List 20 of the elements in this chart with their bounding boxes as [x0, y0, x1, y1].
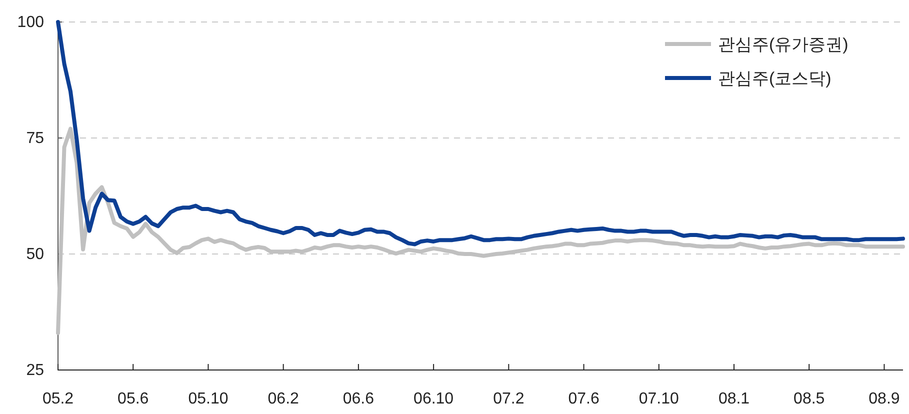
- y-tick-label: 25: [26, 362, 44, 380]
- x-tick-label: 07.6: [568, 390, 600, 408]
- line-series: [56, 20, 905, 246]
- legend-label: 관심주(코스닥): [718, 69, 832, 88]
- x-tick-label: 05.2: [42, 390, 74, 408]
- x-tick-label: 08.9: [868, 390, 900, 408]
- y-tick-label: 50: [26, 246, 44, 264]
- x-tick-label: 07.10: [638, 390, 680, 408]
- x-tick-label: 05.10: [188, 390, 228, 408]
- x-tick-label: 05.6: [118, 390, 149, 408]
- legend-label: 관심주(유가증권): [718, 35, 848, 54]
- line-series: [56, 126, 905, 335]
- y-tick-label: 100: [17, 14, 44, 32]
- x-tick-label: 06.2: [268, 390, 300, 408]
- x-tick-label: 08.1: [718, 390, 750, 408]
- x-tick-label: 07.2: [493, 390, 524, 408]
- x-tick-label: 08.5: [794, 390, 825, 408]
- x-tick-label: 06.10: [414, 390, 454, 408]
- y-tick-label: 75: [26, 130, 44, 148]
- x-tick-label: 06.6: [342, 390, 374, 408]
